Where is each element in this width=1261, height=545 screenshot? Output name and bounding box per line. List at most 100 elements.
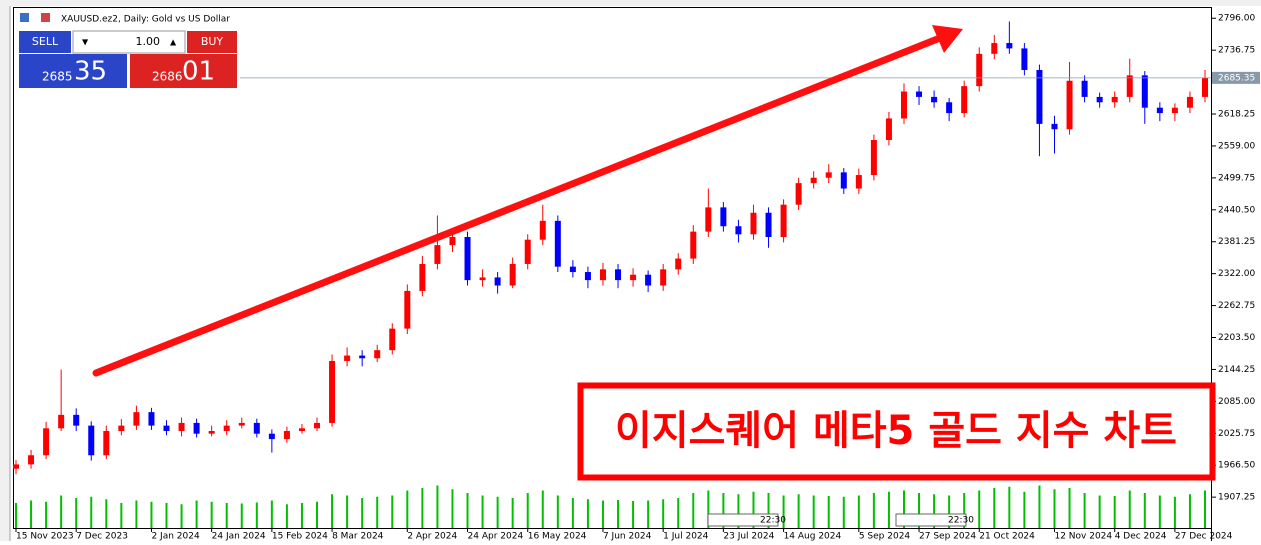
x-tick-label: 15 Nov 2023 [16,532,74,542]
candle-body [238,422,245,426]
candle-body [193,422,200,434]
candle-body [630,274,637,281]
candle-body [223,425,230,432]
candle-body [1156,107,1163,114]
top-toolbar [0,0,1261,6]
candle-body [133,412,140,426]
y-tick-label: 2381.25 [1218,237,1255,247]
candle-body [58,414,65,429]
trade-panel: SELL ▼ ▲ 1.00 BUY 2685 35 2686 01 [19,30,237,88]
candle-body [991,43,998,54]
candle-body [494,277,501,286]
x-tick-label: 2 Jan 2024 [151,532,199,542]
candle-body [163,425,170,432]
candle-body [810,177,817,184]
y-tick-label: 2085.00 [1218,397,1255,407]
buy-label: BUY [201,35,224,48]
candle-body [1141,75,1148,108]
candle-body [419,263,426,291]
candle-body [374,350,381,359]
candle-body [750,212,757,235]
candle-body [524,239,531,264]
event-label: 22:30 [760,516,786,526]
arrow-head [932,25,963,53]
candle-body [1202,77,1208,97]
ask-frac: 01 [182,57,215,87]
buy-button[interactable] [187,31,237,53]
annotation-box [577,382,1216,481]
candle-body [961,86,968,114]
candle-body [599,269,606,281]
candle-body [314,422,321,429]
event-box [707,513,779,527]
candle-body [449,237,456,246]
x-tick-label: 24 Apr 2024 [468,532,524,542]
y-tick-label: 2736.75 [1218,46,1255,56]
candle-body [1051,123,1058,130]
icon [20,13,29,22]
lot-box[interactable] [72,30,186,54]
candle-body [946,102,953,114]
sell-label: SELL [32,35,59,48]
candle-body [103,431,110,456]
x-tick-label: 4 Dec 2024 [1115,532,1167,542]
x-tick-label: 24 Jan 2024 [212,532,266,542]
candle-body [479,277,486,281]
y-tick-label: 2203.50 [1218,333,1255,343]
candle-body [118,425,125,432]
ask-box[interactable] [130,54,237,88]
candle-body [268,433,275,440]
candle-body [735,226,742,235]
candle-body [1021,48,1028,70]
candle-body [1006,43,1013,49]
x-tick-label: 5 Sep 2024 [859,532,911,542]
candle-body [765,212,772,238]
x-tick-label: 21 Oct 2024 [979,532,1035,542]
ask-main: 2686 [152,70,183,84]
candle-body [780,204,787,238]
candle-body [404,290,411,329]
candle-body [615,269,622,281]
y-tick-label: 1907.25 [1218,493,1255,503]
x-tick-label: 16 May 2024 [528,532,587,542]
candle-body [539,220,546,240]
last-price-box [1212,71,1260,84]
candle-body [359,355,366,359]
lot-down: ▼ [82,38,89,47]
candle-body [1036,69,1043,124]
candle-body [73,414,80,426]
marks: 2796.00 2736.75 2618.25 2559.00 2499.75 2440.… [13,14,1260,542]
candle-body [88,425,95,456]
candle-body [1081,80,1088,97]
y-tick-label: 2559.00 [1218,141,1255,151]
candle-body [1126,75,1133,97]
candle-body [253,422,260,434]
candle-body [690,231,697,259]
x-tick-label: 14 Aug 2024 [784,532,842,542]
sell-button[interactable] [19,31,71,53]
event-label: 22:30 [948,516,974,526]
candle-body [283,431,290,440]
y-tick-label: 1966.50 [1218,461,1255,471]
candle-body [509,263,516,286]
x-tick-label: 15 Feb 2024 [272,532,328,542]
candle-body [28,455,35,465]
candle-body [584,272,591,281]
x-tick-label: 7 Dec 2023 [76,532,128,542]
candle-body [178,422,185,432]
chart-title: XAUUSD.ez2, Daily: Gold vs US Dollar [61,15,230,25]
candle-body [855,175,862,189]
candle-body [148,412,155,426]
candle-body [900,91,907,119]
x-tick-label: 23 Jul 2024 [723,532,774,542]
last-price-label: 2685.35 [1218,73,1255,83]
candle-body [916,91,923,97]
candle-body [1111,96,1118,103]
y-tick-label: 2322.00 [1218,269,1255,279]
x-tick-label: 12 Nov 2024 [1054,532,1112,542]
candle-body [885,118,892,141]
bid-box[interactable] [19,54,127,88]
candle-body [208,431,215,434]
